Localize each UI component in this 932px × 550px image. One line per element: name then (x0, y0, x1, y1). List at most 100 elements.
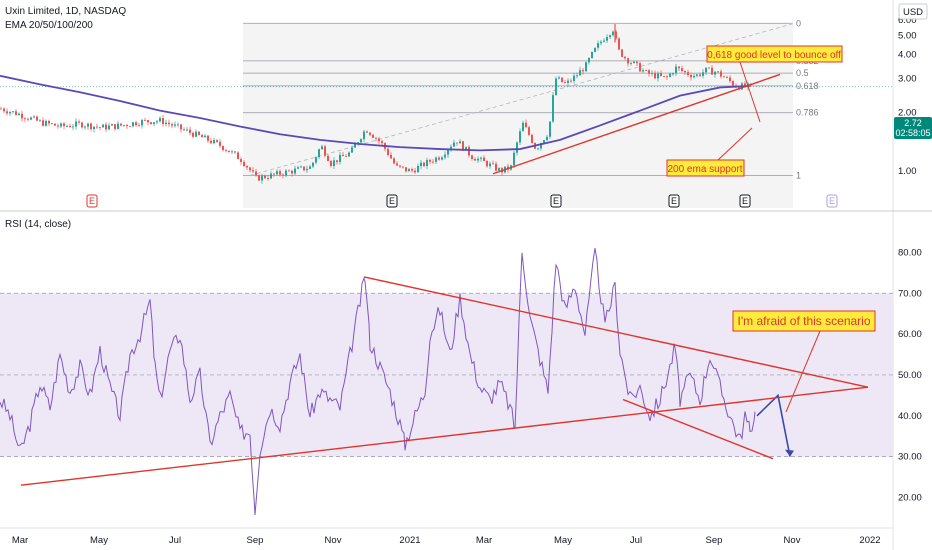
candle-body (465, 146, 467, 151)
earnings-marker (739, 194, 751, 208)
candle-body (267, 178, 269, 179)
candle-body (117, 123, 119, 129)
candle-body (12, 111, 14, 113)
candle-body (324, 146, 326, 156)
candle-body (486, 161, 488, 167)
candle-body (54, 123, 56, 126)
earnings-marker-label: E (89, 196, 95, 206)
candle-body (519, 131, 521, 143)
candle-body (618, 38, 620, 50)
ema-200-polyline (0, 74, 751, 152)
rsi-legend: RSI (14, close) (5, 219, 71, 230)
candle-body (228, 150, 230, 153)
currency-button[interactable] (898, 3, 928, 20)
candle-body (201, 134, 203, 138)
candle-body (300, 166, 302, 168)
candle-body (564, 82, 566, 83)
candle-body (630, 62, 632, 64)
candle-body (63, 123, 65, 127)
candle-body (744, 83, 746, 87)
candle-body (567, 80, 569, 83)
candle-body (162, 118, 164, 125)
rsi-tick-label: 80.00 (898, 247, 922, 258)
candle-body (426, 159, 428, 167)
candle-body (291, 170, 293, 174)
earnings-marker (86, 194, 98, 208)
candle-body (285, 170, 287, 176)
last-price-badge (894, 117, 932, 139)
candle-body (666, 76, 668, 78)
candle-body (468, 146, 470, 156)
earnings-marker (826, 194, 838, 208)
candle-body (537, 148, 539, 150)
candle-body (657, 73, 659, 79)
rsi-projection-path (756, 393, 791, 457)
rsi-tick-label: 60.00 (898, 329, 922, 340)
candle-body (189, 129, 191, 133)
candle-body (309, 166, 311, 169)
candle-body (318, 149, 320, 158)
candle-body (126, 124, 128, 127)
fib-zone-background (243, 22, 793, 208)
candle-body (441, 157, 443, 160)
candle-body (492, 163, 494, 165)
candle-body (72, 126, 74, 128)
annotation-scenario-text: I'm afraid of this scenario (737, 314, 870, 328)
time-tick-label: Mar (476, 535, 492, 546)
candle-body (36, 116, 38, 121)
candle-body (282, 174, 284, 176)
candle-body (672, 73, 674, 75)
candle-body (261, 175, 263, 181)
candle-body (159, 118, 161, 122)
time-tick-label: Jul (169, 535, 181, 546)
annotation-box-fib (706, 45, 843, 63)
candle-body (87, 123, 89, 127)
candle-body (456, 142, 458, 144)
candle-body (321, 146, 323, 150)
candle-body (654, 72, 656, 79)
candle-body (462, 141, 464, 151)
annotation-ema-arrow (717, 127, 753, 161)
candle-body (234, 151, 236, 153)
candle-body (303, 166, 305, 171)
candle-body (720, 71, 722, 77)
candle-body (258, 175, 260, 181)
candle-body (531, 134, 533, 143)
candle-body (450, 146, 452, 150)
candle-body (315, 157, 317, 163)
candle-body (81, 122, 83, 128)
candle-body (525, 122, 527, 128)
candle-body (669, 73, 671, 77)
candle-body (438, 157, 440, 160)
candle-body (645, 70, 647, 72)
fib-level-label: 0.5 (796, 68, 809, 78)
candle-body (108, 125, 110, 130)
candle-body (408, 169, 410, 172)
candle-body (330, 161, 332, 166)
candle-body (615, 31, 617, 39)
candle-body (417, 165, 419, 173)
candle-body (591, 51, 593, 59)
candle-body (48, 120, 50, 124)
candle-body (138, 125, 140, 127)
candle-body (420, 162, 422, 166)
candle-body (168, 122, 170, 125)
candle-body (648, 70, 650, 74)
rsi-trendline (363, 276, 869, 388)
candle-body (546, 136, 548, 141)
candle-body (195, 131, 197, 137)
candle-body (141, 119, 143, 126)
candle-body (249, 167, 251, 171)
candle-body (132, 122, 134, 127)
earnings-marker-label: E (389, 196, 395, 206)
candle-body (633, 61, 635, 63)
candle-body (270, 173, 272, 179)
candle-body (51, 123, 53, 125)
candle-body (726, 77, 728, 79)
candle-body (354, 144, 356, 148)
rsi-line (0, 247, 794, 515)
candle-body (558, 77, 560, 79)
candle-body (204, 135, 206, 138)
rsi-tick-label: 40.00 (898, 411, 922, 422)
